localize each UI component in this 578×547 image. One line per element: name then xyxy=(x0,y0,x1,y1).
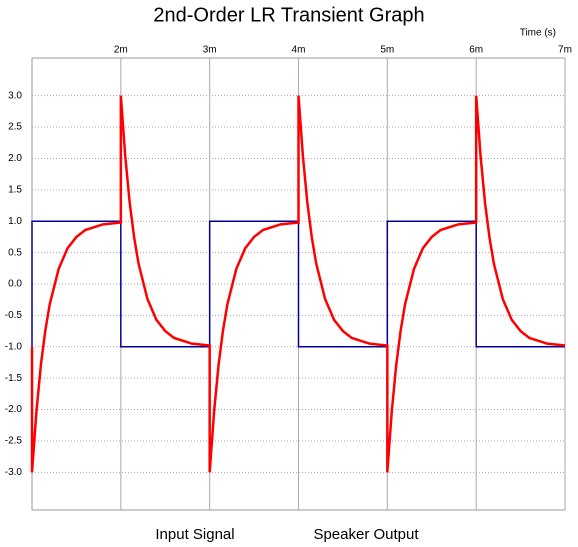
y-tick-label: -1.5 xyxy=(5,373,23,384)
y-tick-label: -2.0 xyxy=(5,404,23,415)
y-tick-label: 2.0 xyxy=(8,153,22,164)
y-tick-label: -3.0 xyxy=(5,467,23,478)
legend-entry: Speaker Output xyxy=(313,526,419,543)
series-line xyxy=(30,95,566,473)
x-tick-label: 5m xyxy=(380,45,394,56)
x-axis-label: Time (s) xyxy=(520,28,556,39)
legend-entry: Input Signal xyxy=(155,526,234,543)
x-tick-label: 2m xyxy=(114,45,128,56)
y-tick-label: -0.5 xyxy=(5,310,23,321)
y-tick-label: -2.5 xyxy=(5,436,23,447)
x-tick-label: 7m xyxy=(558,45,572,56)
x-tick-label: 3m xyxy=(203,45,217,56)
y-tick-label: 1.0 xyxy=(8,216,22,227)
x-tick-label: 4m xyxy=(292,45,306,56)
y-tick-label: 2.5 xyxy=(8,122,22,133)
y-tick-label: 0.0 xyxy=(8,279,22,290)
y-tick-label: -1.0 xyxy=(5,341,23,352)
y-tick-label: 0.5 xyxy=(8,247,22,258)
x-tick-label: 6m xyxy=(469,45,483,56)
y-tick-label: 1.5 xyxy=(8,184,22,195)
chart-title: 2nd-Order LR Transient Graph xyxy=(153,4,424,26)
y-tick-label: 3.0 xyxy=(8,90,22,101)
